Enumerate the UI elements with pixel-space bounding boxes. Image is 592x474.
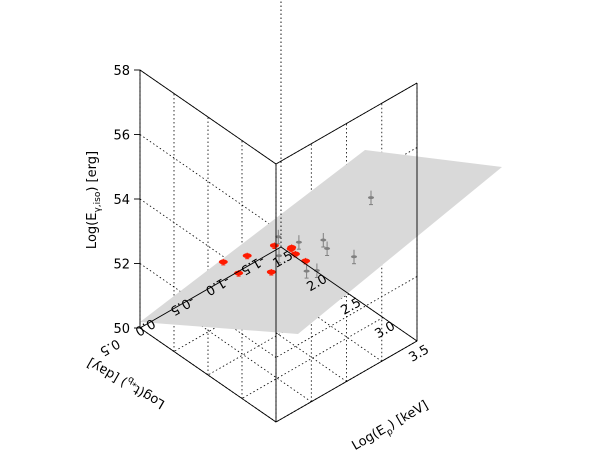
data-point [303, 264, 310, 279]
data-point [234, 270, 244, 277]
grid-line-floor [207, 293, 350, 376]
fit-plane-layer [140, 150, 502, 334]
box-edge [139, 69, 277, 165]
fit-plane [140, 150, 502, 334]
x-tick-label: 3.5 [407, 342, 432, 365]
data-point [295, 235, 302, 250]
point-marker [275, 235, 282, 239]
data-points-layer [218, 190, 374, 279]
data-point [275, 229, 282, 245]
x-axis-title: Log(Ep) [keV] [349, 398, 432, 456]
point-marker [301, 258, 311, 264]
point-marker [324, 247, 331, 250]
box-edge [275, 340, 418, 423]
data-point [320, 233, 327, 248]
point-marker [303, 269, 310, 273]
point-marker [242, 253, 252, 259]
y-axis-title: Log(t*b) [day] [85, 352, 169, 411]
x-tick-label: 2.5 [339, 295, 364, 318]
point-marker [218, 259, 228, 265]
data-point [324, 241, 331, 256]
data-point [368, 190, 374, 206]
grid-line-floor [241, 317, 384, 399]
point-marker [351, 255, 357, 259]
y-tick-label: 0.5 [97, 335, 122, 358]
z-axis-title: Log(Eγ,iso) [erg] [85, 151, 103, 249]
data-point [276, 248, 282, 264]
x-tick-label: 3.0 [373, 319, 398, 342]
box-edge [275, 82, 418, 165]
z-tick-label: 54 [113, 193, 130, 208]
box-edge [280, 246, 418, 342]
point-marker [234, 270, 244, 276]
point-marker [276, 254, 282, 258]
data-point [286, 245, 296, 253]
point-marker [320, 238, 327, 242]
point-marker [295, 240, 302, 244]
point-marker [286, 246, 296, 252]
z-tick-label: 56 [113, 129, 130, 144]
box-edge [139, 246, 282, 329]
front-edges [134, 0, 418, 423]
data-point [351, 249, 357, 265]
z-tick-label: 52 [113, 258, 130, 273]
point-marker [266, 269, 276, 275]
data-point [218, 258, 228, 266]
grid-line-yz [275, 276, 418, 358]
z-tick-label: 50 [113, 322, 130, 337]
point-marker [368, 196, 374, 200]
data-point [242, 252, 252, 260]
box-edge [139, 327, 277, 423]
data-point [266, 269, 276, 276]
z-tick-label: 58 [113, 64, 130, 79]
